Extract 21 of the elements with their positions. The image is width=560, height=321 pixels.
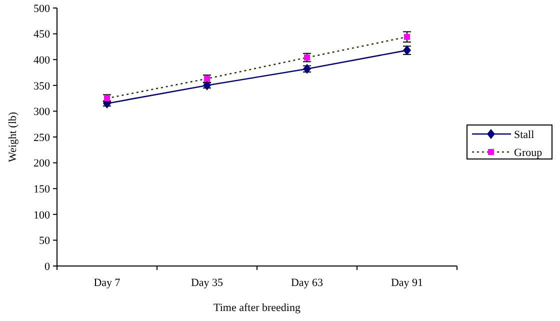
y-tick-label: 500 bbox=[34, 2, 50, 15]
point bbox=[404, 34, 410, 40]
x-tick-label: Day 63 bbox=[290, 277, 324, 289]
point bbox=[304, 54, 310, 61]
x-axis-title: Time after breeding bbox=[214, 302, 301, 314]
y-tick-label: 250 bbox=[34, 132, 50, 144]
x-tick-label: Day 35 bbox=[190, 277, 224, 289]
y-tick-label: 150 bbox=[34, 183, 50, 196]
y-tick-label: 200 bbox=[34, 158, 50, 170]
y-tick-label: 0 bbox=[44, 260, 50, 273]
y-tick-label: 50 bbox=[39, 235, 50, 248]
x-tick-label: Day 91 bbox=[390, 277, 424, 289]
legend-label: Group bbox=[514, 146, 543, 159]
y-tick-label: 100 bbox=[34, 209, 50, 222]
x-tick-label: Day 7 bbox=[94, 277, 121, 289]
y-axis-title: Weight (lb) bbox=[7, 112, 19, 162]
y-tick-label: 400 bbox=[34, 54, 50, 66]
y-tick-label: 350 bbox=[34, 80, 50, 92]
legend-label: Stall bbox=[514, 128, 534, 141]
y-tick-label: 450 bbox=[34, 28, 50, 41]
y-tick-label: 300 bbox=[34, 106, 50, 118]
